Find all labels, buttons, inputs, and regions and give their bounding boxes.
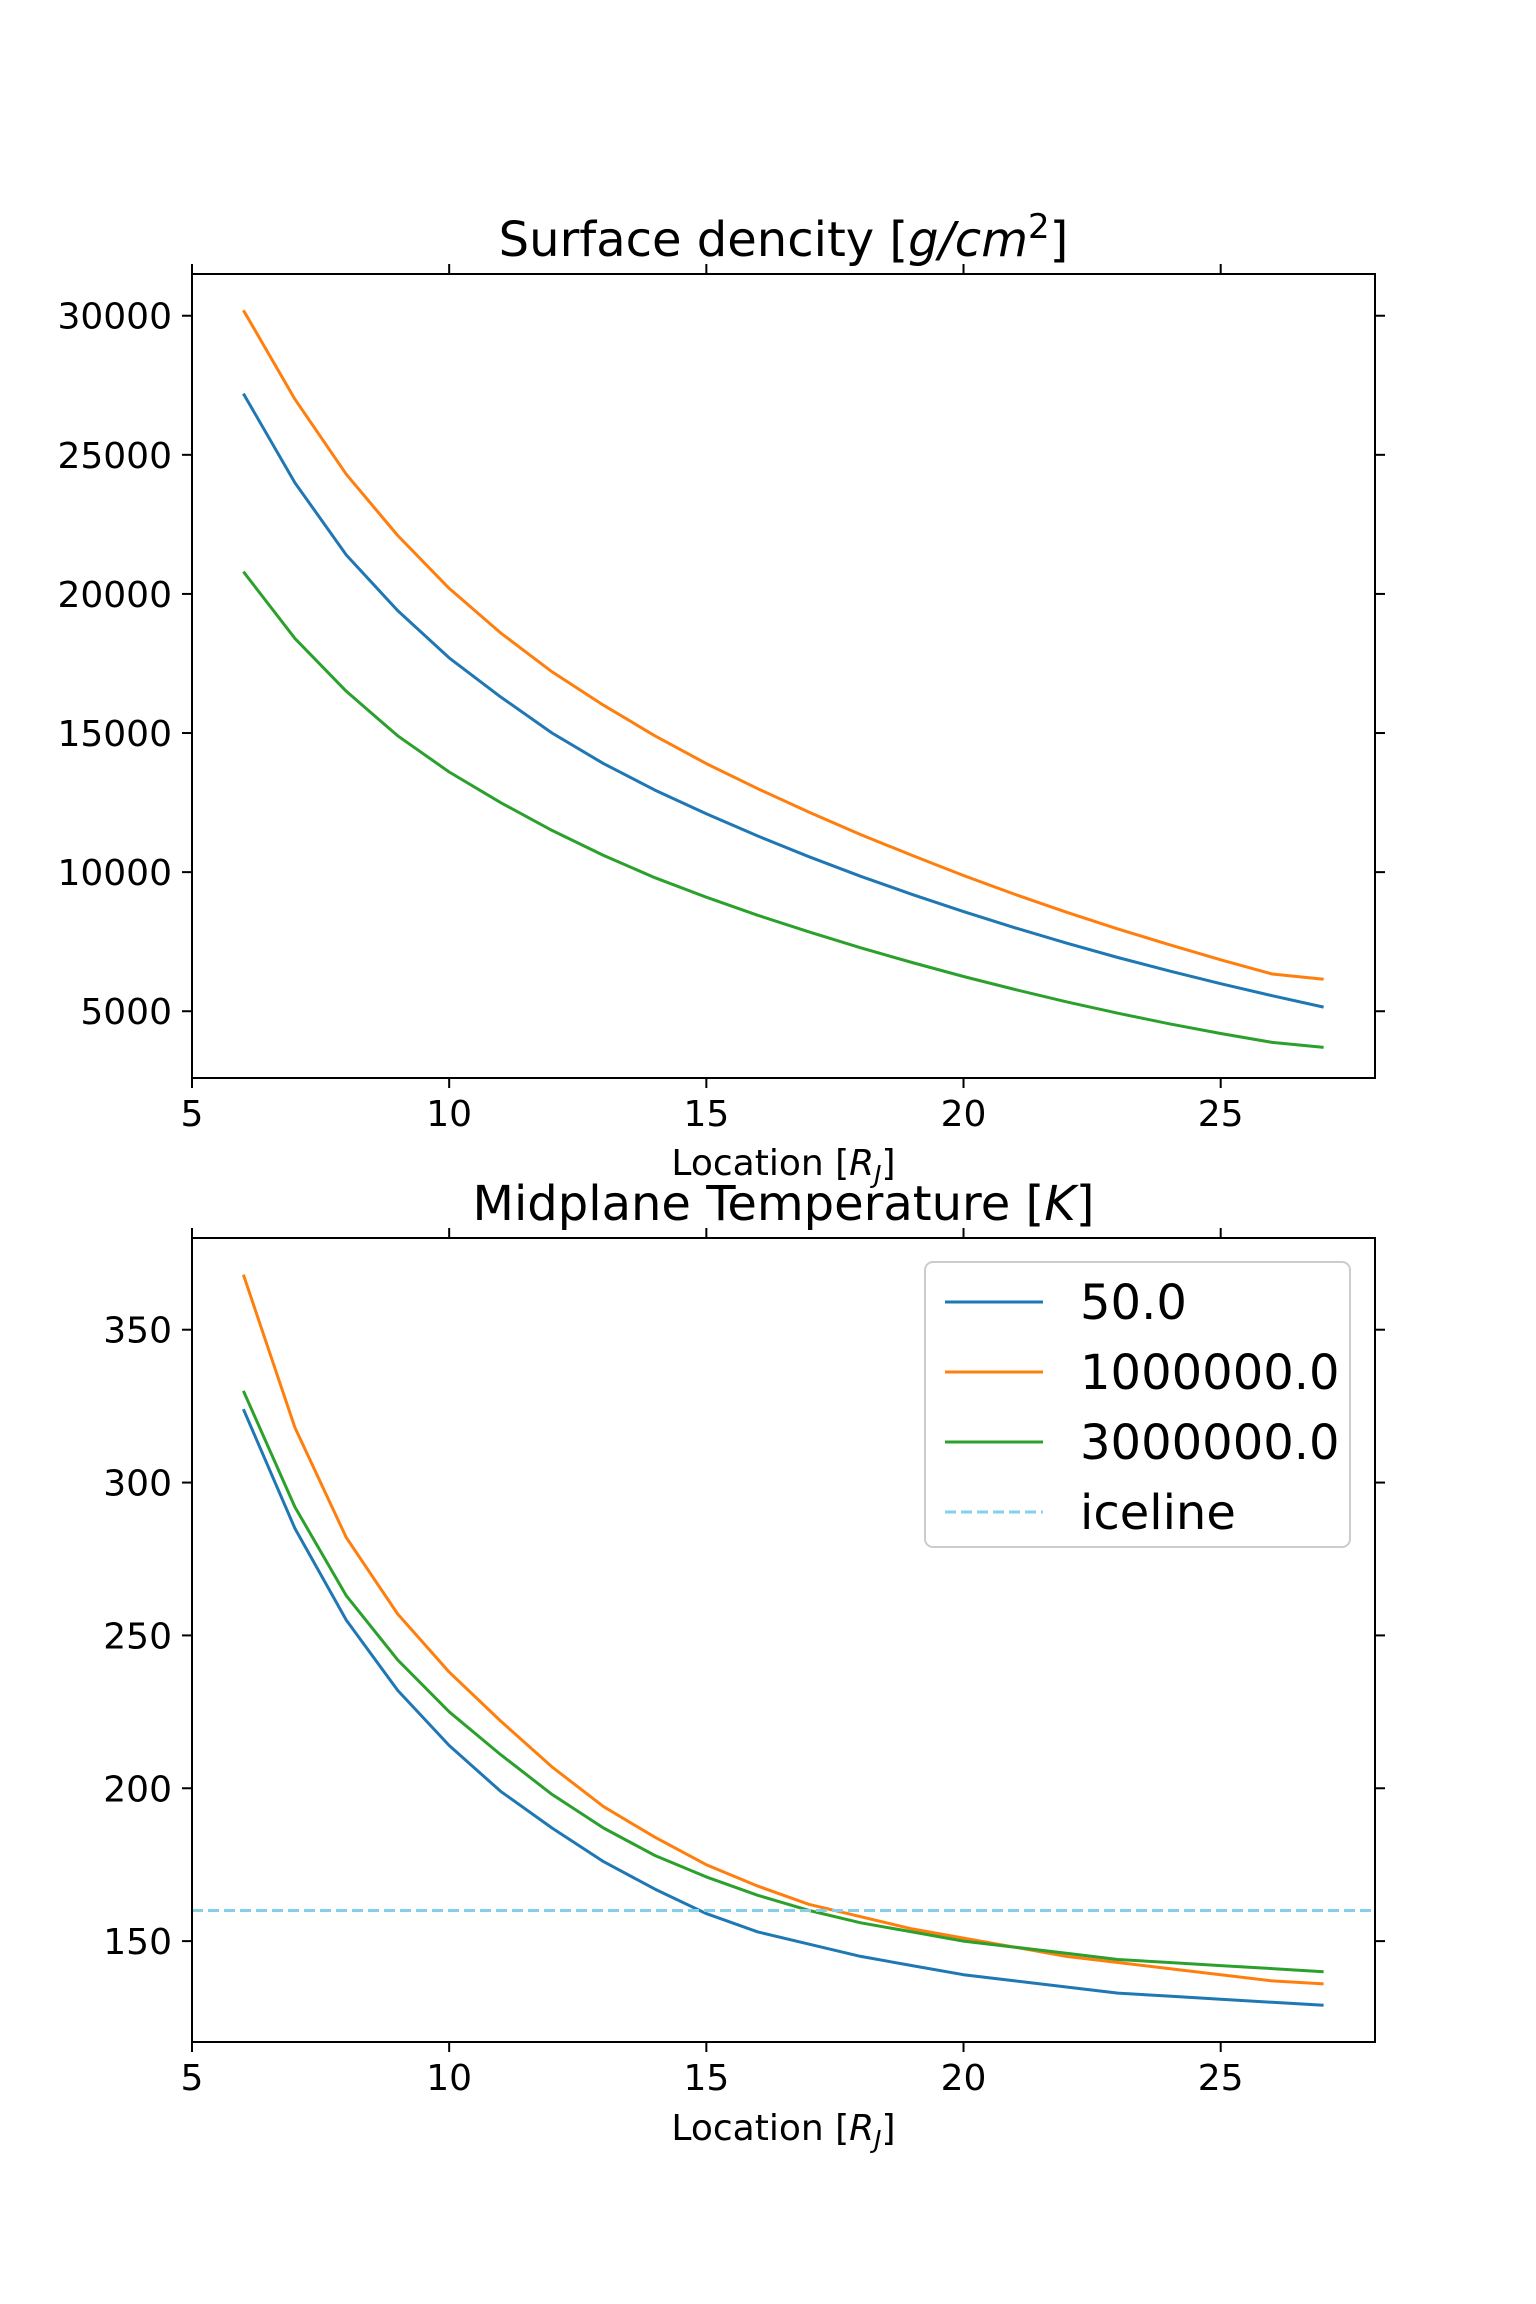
legend-box	[924, 1261, 1351, 1548]
legend-label: iceline	[1080, 1485, 1236, 1541]
chart-title: Midplane Temperature [K]	[473, 1176, 1095, 1232]
y-tick-label: 350	[103, 1311, 172, 1352]
y-tick-label: 15000	[57, 714, 172, 755]
x-tick-label: 25	[1198, 2058, 1244, 2099]
series-line-3	[242, 1390, 1324, 1974]
legend-label: 3000000.0	[1080, 1415, 1340, 1471]
y-tick-label: 5000	[80, 992, 172, 1033]
x-axis-label: Location [RJ]	[671, 1143, 895, 1189]
series-line-2	[242, 309, 1324, 981]
x-tick-label: 10	[426, 1094, 472, 1135]
y-tick-label: 200	[103, 1769, 172, 1810]
x-tick-label: 25	[1198, 1094, 1244, 1135]
legend-label: 1000000.0	[1080, 1345, 1340, 1401]
y-tick-label: 10000	[57, 853, 172, 894]
x-axis-label: Location [RJ]	[671, 2108, 895, 2154]
series-line-1	[242, 1408, 1324, 2007]
x-tick-label: 15	[683, 2058, 729, 2099]
legend: 50.0 1000000.0 3000000.0 iceline	[924, 1261, 1351, 1548]
chart-title: Surface dencity [g/cm2]	[499, 207, 1069, 268]
panel-2: 5 10 15 20 25 150 200 250 300 350 Midplane Tempera…	[103, 1176, 1385, 2154]
axes-frame	[191, 273, 1376, 1079]
y-tick-label: 30000	[57, 297, 172, 338]
y-tick-label: 25000	[57, 436, 172, 477]
x-tick-label: 15	[683, 1094, 729, 1135]
x-tick-label: 20	[941, 1094, 987, 1135]
axes-frame	[191, 1237, 1376, 2043]
y-tick-label: 150	[103, 1922, 172, 1963]
x-tick-label: 10	[426, 2058, 472, 2099]
x-tick-label: 5	[181, 1094, 204, 1135]
y-tick-label: 300	[103, 1464, 172, 1505]
x-tick-label: 5	[181, 2058, 204, 2099]
series-line-3	[242, 570, 1324, 1049]
legend-label: 50.0	[1080, 1275, 1187, 1331]
y-tick-label: 250	[103, 1616, 172, 1657]
panel-1: 5 10 15 20 25 5000 10000 15000 20000 25000 30000 Su…	[57, 207, 1385, 1189]
y-tick-label: 20000	[57, 575, 172, 616]
series-line-1	[242, 392, 1324, 1009]
x-tick-label: 20	[941, 2058, 987, 2099]
series-line-2	[241, 1274, 1324, 1986]
